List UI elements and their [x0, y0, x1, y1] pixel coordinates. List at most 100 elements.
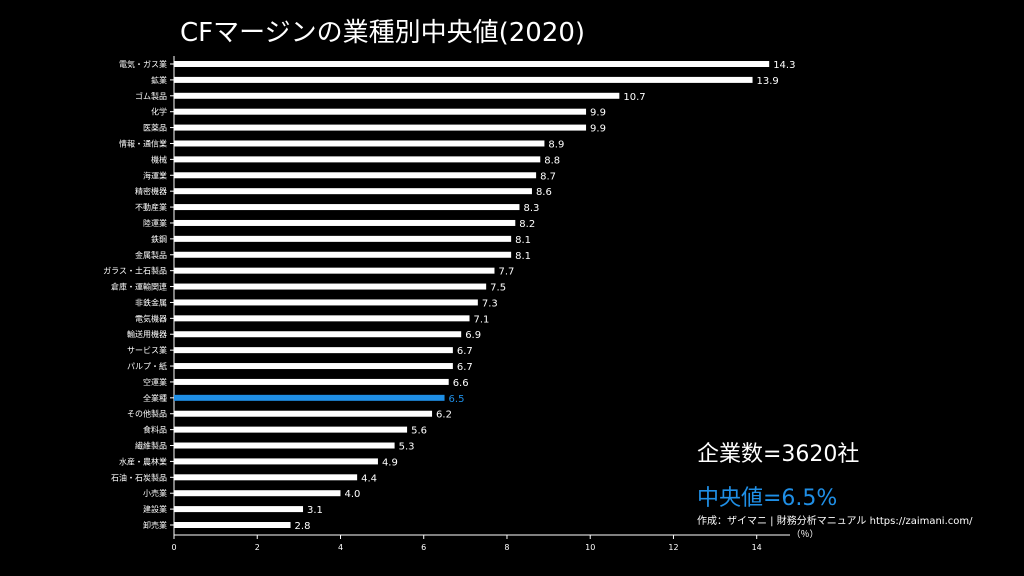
value-label: 7.1 — [474, 314, 490, 325]
bar — [174, 204, 520, 211]
value-label: 8.9 — [548, 139, 564, 150]
x-tick-label: 8 — [504, 543, 509, 552]
value-label: 6.6 — [453, 378, 469, 389]
value-label: 8.7 — [540, 171, 556, 182]
bar — [174, 235, 512, 242]
x-tick-label: 0 — [171, 543, 176, 552]
company-count: 企業数=3620社 — [697, 442, 860, 467]
category-label: 全業種 — [143, 393, 167, 403]
bar — [174, 410, 433, 417]
x-tick-label: 12 — [668, 543, 678, 552]
category-label: パルプ・紙 — [127, 361, 167, 371]
category-label: 石油・石炭製品 — [111, 472, 167, 482]
value-label: 3.1 — [307, 505, 323, 516]
value-label: 8.3 — [523, 203, 539, 214]
category-label: 精密機器 — [135, 186, 167, 196]
bar — [174, 267, 495, 274]
value-label: 6.7 — [457, 362, 473, 373]
bar — [174, 378, 449, 385]
credit-text: 作成：ザイマニ | 財務分析マニュアル https://zaimani.com/ — [697, 516, 973, 527]
category-label: ゴム製品 — [135, 91, 167, 101]
bar — [174, 251, 512, 258]
summary-stats: 企業数=3620社 中央値=6.5% — [697, 436, 859, 512]
bar — [174, 124, 587, 131]
bar — [174, 172, 537, 179]
value-label: 8.8 — [544, 155, 560, 166]
bar — [174, 363, 453, 370]
bar — [174, 76, 753, 83]
category-label: ガラス・土石製品 — [103, 266, 167, 276]
value-label: 7.3 — [482, 298, 498, 309]
bar — [174, 92, 620, 99]
x-tick-label: 4 — [338, 543, 343, 552]
bar — [174, 140, 545, 147]
value-label: 14.3 — [773, 60, 795, 71]
category-label: 鉱業 — [151, 75, 167, 85]
category-label: 倉庫・運輸関連 — [111, 282, 167, 292]
median-value: 中央値=6.5% — [697, 486, 838, 511]
value-label: 2.8 — [295, 521, 311, 532]
value-label: 9.9 — [590, 108, 606, 119]
x-tick-label: 2 — [255, 543, 260, 552]
category-label: 非鉄金属 — [135, 297, 167, 307]
category-label: 空運業 — [143, 377, 167, 387]
bar — [174, 490, 341, 497]
category-label: 金属製品 — [135, 250, 167, 260]
category-label: 鉄鋼 — [151, 234, 167, 244]
bar — [174, 442, 395, 449]
bar — [174, 283, 487, 290]
bar — [174, 156, 541, 163]
value-label: 4.0 — [344, 489, 360, 500]
value-label: 8.1 — [515, 235, 531, 246]
bar — [174, 299, 478, 306]
value-label: 6.5 — [449, 394, 465, 405]
bar — [174, 61, 770, 67]
category-label: 小売業 — [143, 488, 167, 498]
bar — [174, 331, 462, 338]
category-label: サービス業 — [127, 345, 167, 355]
category-label: 陸運業 — [143, 218, 167, 228]
category-label: 水産・農林業 — [119, 456, 167, 466]
category-label: 化学 — [151, 107, 167, 117]
category-label: 海運業 — [143, 170, 167, 180]
bar — [174, 522, 291, 528]
x-tick-label: 6 — [421, 543, 426, 552]
bar — [174, 315, 470, 322]
value-label: 13.9 — [757, 76, 779, 87]
value-label: 8.2 — [519, 219, 535, 230]
category-label: 不動産業 — [135, 202, 167, 212]
bar — [174, 108, 587, 115]
value-label: 5.3 — [399, 442, 415, 453]
bar — [174, 506, 304, 513]
bar — [174, 474, 358, 481]
value-label: 4.4 — [361, 473, 377, 484]
x-axis-label: （％） — [791, 529, 818, 540]
x-tick-label: 10 — [585, 543, 595, 552]
category-label: その他製品 — [127, 409, 167, 419]
value-label: 8.6 — [536, 187, 552, 198]
category-label: 情報・通信業 — [119, 138, 167, 148]
category-label: 輸送用機器 — [127, 329, 167, 339]
value-label: 7.5 — [490, 283, 506, 294]
value-label: 5.6 — [411, 426, 427, 437]
value-label: 6.2 — [436, 410, 452, 421]
value-label: 10.7 — [623, 92, 645, 103]
category-label: 医薬品 — [143, 123, 167, 133]
category-label: 卸売業 — [143, 520, 167, 530]
category-label: 建設業 — [143, 504, 167, 514]
category-label: 電気機器 — [135, 313, 167, 323]
value-label: 4.9 — [382, 457, 398, 468]
chart-title: CFマージンの業種別中央値(2020) — [180, 18, 586, 48]
value-label: 6.9 — [465, 330, 481, 341]
bar — [174, 347, 453, 354]
value-label: 9.9 — [590, 124, 606, 135]
category-label: 繊維製品 — [135, 441, 167, 451]
category-label: 機械 — [151, 154, 167, 164]
value-label: 8.1 — [515, 251, 531, 262]
category-label: 電気・ガス業 — [119, 59, 167, 69]
bar — [174, 394, 445, 401]
value-label: 6.7 — [457, 346, 473, 357]
bar — [174, 458, 378, 465]
bar — [174, 426, 408, 433]
